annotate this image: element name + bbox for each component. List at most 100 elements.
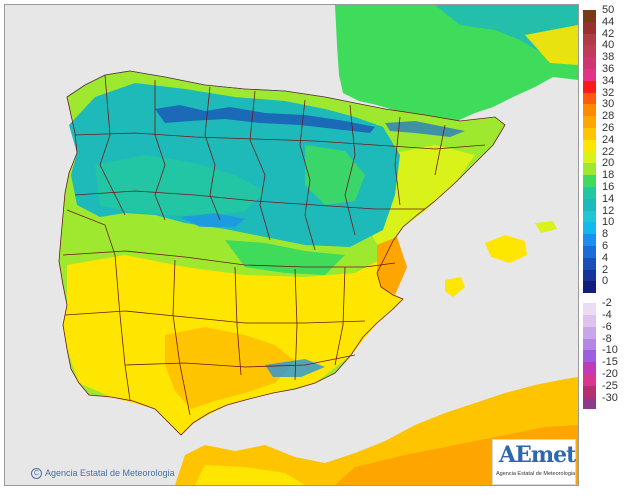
legend-label: 16 xyxy=(602,181,615,193)
legend-label: 28 xyxy=(602,110,615,123)
legend-swatch xyxy=(583,57,596,69)
legend-label: -30 xyxy=(602,391,618,404)
legend-swatch xyxy=(583,246,596,258)
legend-label: 42 xyxy=(602,27,615,40)
legend-row: 24 xyxy=(583,134,627,152)
legend-swatch xyxy=(583,362,596,374)
legend-row: 10 xyxy=(583,216,627,235)
legend-label: 4 xyxy=(602,251,609,264)
legend-swatch xyxy=(583,385,596,398)
temperature-map: C Agencia Estatal de Meteorologia AEmet A… xyxy=(4,4,579,486)
central-system-cold xyxy=(180,213,245,227)
legend-swatch xyxy=(583,222,596,235)
legend-label: 18 xyxy=(602,169,615,182)
legend-row: -30 xyxy=(583,392,627,410)
legend-swatch xyxy=(583,350,596,363)
legend-label: 32 xyxy=(602,86,615,99)
legend-row: 2 xyxy=(583,264,627,282)
legend-swatch xyxy=(583,151,596,164)
legend-label: 10 xyxy=(602,216,615,229)
legend-row: 44 xyxy=(583,16,627,34)
legend-row: -25 xyxy=(583,380,627,398)
east-coast-zone xyxy=(373,145,475,257)
menorca xyxy=(535,221,557,233)
legend-row: 28 xyxy=(583,110,627,128)
legend-row: 14 xyxy=(583,193,627,211)
legend-label: -8 xyxy=(602,332,612,345)
legend-row: 4 xyxy=(583,252,627,270)
copyright-notice: C Agencia Estatal de Meteorologia xyxy=(31,468,175,480)
temperature-legend: 50 44 42 40 38 36 34 32 30 28 26 24 22 20 18 16 14 12 10 8 6… xyxy=(583,4,627,488)
legend-row: -2 xyxy=(583,297,627,315)
legend-swatch xyxy=(583,198,596,211)
legend-label: 34 xyxy=(602,74,615,87)
morocco-north xyxy=(195,465,305,485)
guadalquivir-hot-zone xyxy=(165,327,295,409)
legend-row: 26 xyxy=(583,122,627,140)
legend-label: 50 xyxy=(602,4,615,16)
legend-label: 24 xyxy=(602,133,615,146)
legend-swatch xyxy=(583,315,596,327)
legend-label: -15 xyxy=(602,356,618,369)
province-borders xyxy=(58,70,506,436)
france-warm-east xyxy=(525,25,578,65)
ibiza xyxy=(445,277,465,297)
legend-swatch xyxy=(583,128,596,140)
legend-row: -6 xyxy=(583,321,627,339)
aemet-logo: AEmet Agencia Estatal de Meteorologia xyxy=(492,439,576,485)
legend-row: 32 xyxy=(583,87,627,105)
legend-label: 30 xyxy=(602,98,615,111)
legend-swatch xyxy=(583,210,596,223)
legend-row: 20 xyxy=(583,157,627,176)
map-canvas xyxy=(5,5,578,485)
legend-label: -2 xyxy=(602,297,612,310)
legend-swatch xyxy=(583,338,596,351)
legend-label: -20 xyxy=(602,368,618,380)
legend-row: 6 xyxy=(583,240,627,258)
legend-row: 38 xyxy=(583,51,627,69)
legend-swatch xyxy=(583,139,596,152)
ebro-valley xyxy=(305,145,365,205)
legend-row: -10 xyxy=(583,344,627,363)
legend-label: 12 xyxy=(602,204,615,217)
legend-swatch xyxy=(583,257,596,270)
legend-swatch xyxy=(583,374,596,386)
legend-label: -25 xyxy=(602,379,618,392)
legend-swatch xyxy=(583,45,596,58)
legend-swatch xyxy=(583,281,596,294)
legend-swatch xyxy=(583,175,596,187)
legend-label: 14 xyxy=(602,192,615,205)
legend-swatch xyxy=(583,10,596,22)
cantabrian-range-cold xyxy=(155,105,375,133)
legend-swatch xyxy=(583,187,596,199)
legend-swatch xyxy=(583,116,596,128)
aemet-logo-wordmark: AEmet xyxy=(499,442,576,468)
duero-basin xyxy=(95,155,265,217)
legend-swatch xyxy=(583,326,596,339)
legend-swatch xyxy=(583,104,596,117)
valencia-hot-zone xyxy=(377,237,407,295)
legend-label: 44 xyxy=(602,15,615,28)
legend-label: 22 xyxy=(602,145,615,158)
central-transition xyxy=(225,240,345,275)
legend-row: 34 xyxy=(583,75,627,93)
legend-swatch xyxy=(583,69,596,81)
legend-row: 50 xyxy=(583,4,627,22)
legend-row: 22 xyxy=(583,146,627,164)
legend-label: 36 xyxy=(602,63,615,75)
legend-label: -10 xyxy=(602,344,618,357)
pyrenees-cold xyxy=(385,121,465,137)
legend-row: -8 xyxy=(583,333,627,351)
legend-label: 26 xyxy=(602,122,615,134)
legend-swatch xyxy=(583,92,596,105)
sierra-nevada-cold xyxy=(265,359,325,377)
copyright-icon: C xyxy=(31,468,42,480)
legend-swatch xyxy=(583,163,596,176)
legend-swatch xyxy=(583,303,596,315)
legend-label: 8 xyxy=(602,228,609,241)
legend-row: 18 xyxy=(583,169,627,187)
legend-row: 40 xyxy=(583,39,627,58)
legend-row: 30 xyxy=(583,98,627,117)
legend-swatch xyxy=(583,234,596,246)
legend-row: 42 xyxy=(583,28,627,46)
